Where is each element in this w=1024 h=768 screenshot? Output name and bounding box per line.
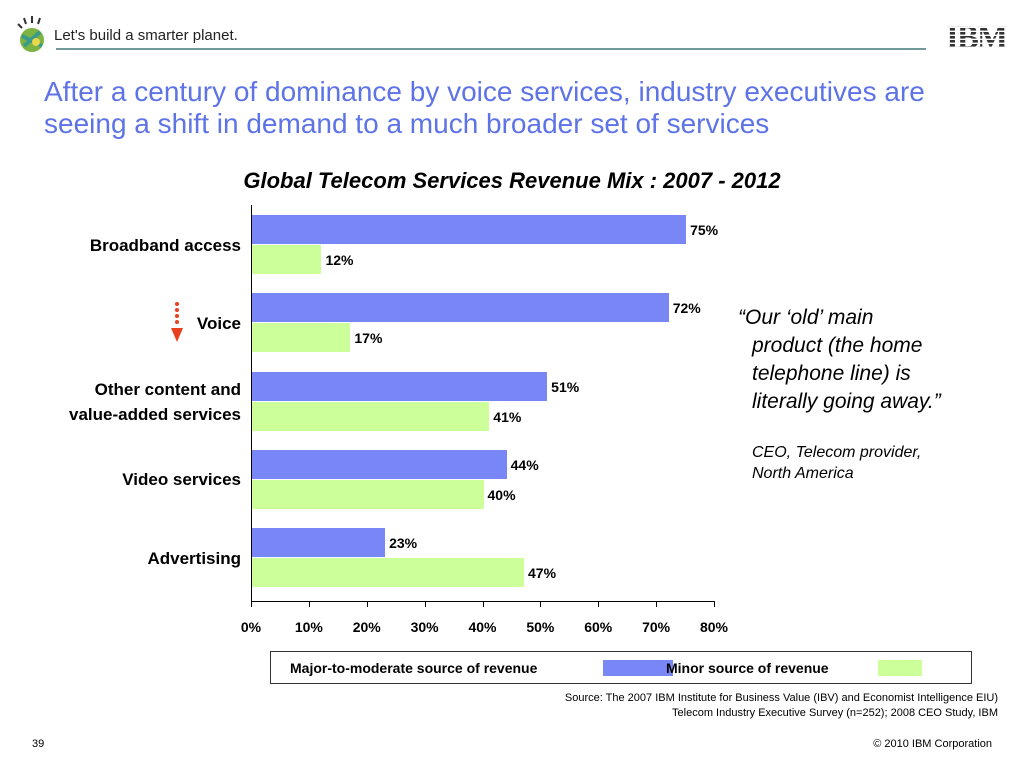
legend-label-minor: Minor source of revenue xyxy=(666,660,829,676)
copyright: © 2010 IBM Corporation xyxy=(873,738,992,750)
category-label: Video services xyxy=(122,470,241,490)
data-label: 51% xyxy=(551,378,580,395)
category-label: Voice xyxy=(196,313,241,333)
page-number: 39 xyxy=(32,738,45,750)
data-label: 44% xyxy=(510,456,539,473)
x-tick-mark xyxy=(656,601,658,607)
bar-minor xyxy=(252,558,524,588)
bar-minor xyxy=(252,245,322,274)
x-tick-label: 20% xyxy=(352,619,381,635)
legend-label-major: Major-to-moderate source of revenue xyxy=(290,660,538,676)
bar-minor xyxy=(252,479,484,509)
x-tick-mark xyxy=(366,601,368,607)
x-tick-mark xyxy=(308,601,310,607)
bar-major xyxy=(252,449,507,479)
quote-attribution: CEO, Telecom provider, North America xyxy=(752,442,921,484)
bar-minor xyxy=(252,401,490,431)
category-label: value-added services xyxy=(69,404,241,424)
attribution-line: CEO, Telecom provider, xyxy=(752,444,922,461)
data-label: 40% xyxy=(487,486,516,503)
data-label: 72% xyxy=(672,300,701,317)
x-tick-label: 50% xyxy=(526,619,555,635)
quote-line: literally going away.” xyxy=(752,390,941,413)
x-tick-label: 0% xyxy=(240,619,262,635)
category-label: Broadband access xyxy=(89,235,241,255)
source-note: Source: The 2007 IBM Institute for Busin… xyxy=(565,691,998,721)
bar-major xyxy=(252,215,687,244)
smarter-planet-logo-icon xyxy=(14,16,50,56)
ibm-logo-icon: IBM xyxy=(946,20,1008,56)
source-line: Telecom Industry Executive Survey (n=252… xyxy=(672,707,998,719)
chart-title: Global Telecom Services Revenue Mix : 20… xyxy=(243,168,781,193)
data-label: 12% xyxy=(325,252,354,268)
quote-line: product (the home xyxy=(752,334,923,357)
legend-swatch-minor xyxy=(878,660,922,676)
chart-legend: Major-to-moderate source of revenue Mino… xyxy=(270,651,972,684)
declining-arrow-icon xyxy=(169,300,185,349)
tagline: Let's build a smarter planet. xyxy=(54,27,238,44)
x-tick-label: 80% xyxy=(699,619,729,635)
x-tick-mark xyxy=(714,601,715,607)
x-tick-label: 40% xyxy=(468,619,497,635)
legend-swatch-major xyxy=(603,660,673,676)
source-line: Source: The 2007 IBM Institute for Busin… xyxy=(564,692,998,704)
data-label: 41% xyxy=(493,408,522,425)
y-axis-line xyxy=(251,205,252,602)
x-tick-label: 10% xyxy=(294,619,323,635)
data-label: 23% xyxy=(389,535,418,552)
x-tick-label: 60% xyxy=(584,619,613,635)
data-label: 47% xyxy=(528,565,557,582)
ceo-quote: “Our ‘old’ main product (the home teleph… xyxy=(738,304,1008,416)
x-tick-label: 70% xyxy=(642,619,671,635)
bar-major xyxy=(252,293,669,323)
x-tick-mark xyxy=(540,601,542,607)
data-label: 17% xyxy=(354,330,383,347)
x-tick-mark xyxy=(251,601,252,607)
quote-line: telephone line) is xyxy=(752,362,911,385)
bar-major xyxy=(252,371,548,401)
bar-minor xyxy=(252,323,351,353)
x-tick-mark xyxy=(598,601,600,607)
x-tick-label: 30% xyxy=(410,619,439,635)
attribution-line: North America xyxy=(752,465,854,482)
quote-line: “Our ‘old’ main xyxy=(738,306,874,329)
x-tick-mark xyxy=(482,601,484,607)
header-divider xyxy=(56,48,926,50)
x-tick-mark xyxy=(424,601,426,607)
category-label: Advertising xyxy=(147,548,241,568)
bar-major xyxy=(252,528,386,558)
data-label: 75% xyxy=(690,222,719,238)
category-label: Other content and xyxy=(94,379,241,399)
slide-title: After a century of dominance by voice se… xyxy=(44,76,925,139)
